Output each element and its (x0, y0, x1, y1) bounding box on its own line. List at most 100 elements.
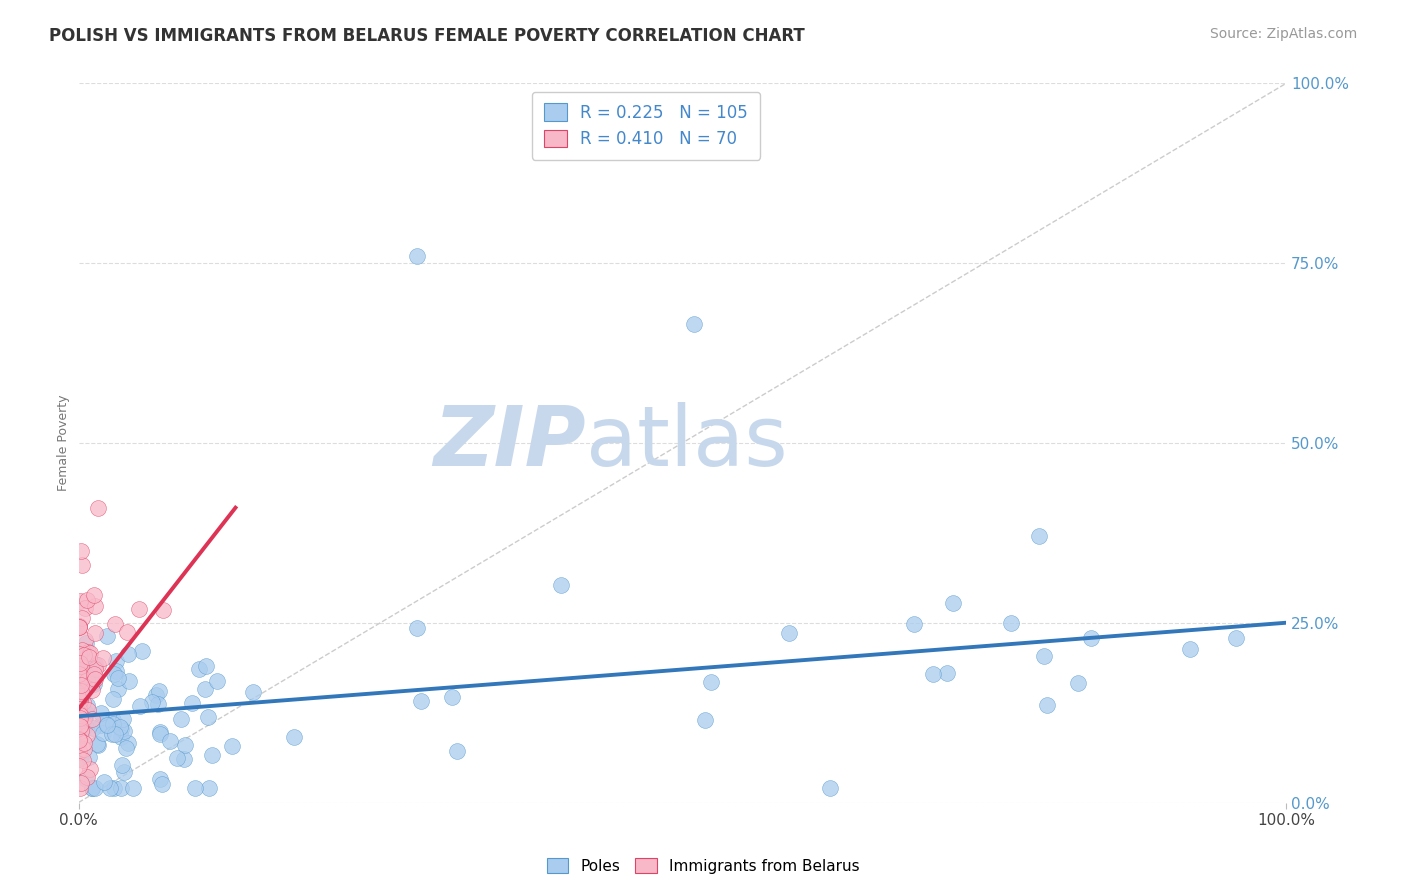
Point (96, 716, 118, 731)
Point (105, 664, 128, 678)
Point (73, 601, 96, 615)
Point (406, 621, 429, 635)
Point (73, 651, 96, 665)
Point (112, 723, 135, 738)
Point (148, 684, 170, 698)
Point (72, 648, 94, 662)
Point (112, 765, 135, 780)
Legend: R = 0.225   N = 105, R = 0.410   N = 70: R = 0.225 N = 105, R = 0.410 N = 70 (531, 92, 759, 160)
Point (82, 675, 104, 690)
Point (1067, 676, 1090, 690)
Point (79, 762, 101, 776)
Point (70, 729, 93, 743)
Point (83, 662, 105, 676)
Point (76, 703, 98, 717)
Point (67, 743, 90, 757)
Point (110, 722, 132, 736)
Point (80, 781, 103, 796)
Point (90, 706, 112, 720)
Point (550, 578, 572, 592)
Point (84, 658, 107, 673)
Point (91, 726, 114, 740)
Point (128, 699, 150, 714)
Point (67, 619, 90, 633)
Point (73, 719, 96, 733)
Point (82, 781, 104, 796)
Point (936, 666, 959, 681)
Point (72, 668, 94, 682)
Point (111, 712, 134, 726)
Point (104, 726, 127, 740)
Point (73, 716, 96, 731)
Point (283, 730, 305, 744)
Point (72, 753, 94, 767)
Point (194, 659, 217, 673)
Point (69, 694, 91, 708)
Point (683, 318, 706, 332)
Point (77, 650, 100, 665)
Point (1225, 631, 1247, 645)
Text: atlas: atlas (586, 402, 787, 483)
Legend: Poles, Immigrants from Belarus: Poles, Immigrants from Belarus (540, 852, 866, 880)
Point (87, 739, 110, 753)
Point (75, 772, 97, 786)
Point (159, 734, 181, 748)
Point (72, 695, 94, 709)
Point (141, 695, 163, 709)
Point (70, 643, 93, 657)
Point (69, 751, 91, 765)
Point (411, 694, 433, 708)
Point (942, 595, 965, 609)
Point (75, 706, 97, 720)
Point (166, 751, 188, 765)
Point (82, 712, 104, 726)
Text: Source: ZipAtlas.com: Source: ZipAtlas.com (1209, 27, 1357, 41)
Point (146, 698, 169, 712)
Point (188, 662, 211, 676)
Point (67, 706, 90, 720)
Point (107, 671, 129, 685)
Point (105, 654, 128, 668)
Point (117, 647, 139, 661)
Y-axis label: Female Poverty: Female Poverty (58, 395, 70, 491)
Point (101, 716, 124, 731)
Point (1080, 631, 1102, 645)
Point (173, 738, 195, 752)
Point (96, 629, 118, 643)
Point (67, 745, 90, 759)
Point (107, 682, 129, 697)
Point (70, 544, 93, 558)
Point (778, 625, 800, 640)
Point (76, 770, 98, 784)
Point (76, 673, 98, 687)
Point (221, 739, 243, 753)
Point (700, 675, 723, 690)
Point (73, 742, 96, 756)
Point (83, 676, 105, 690)
Point (84, 672, 107, 686)
Point (104, 617, 127, 632)
Point (69, 719, 91, 733)
Text: ZIP: ZIP (433, 402, 586, 483)
Point (73, 711, 96, 725)
Point (103, 781, 125, 796)
Point (83, 588, 105, 602)
Point (180, 697, 202, 711)
Point (1033, 649, 1056, 664)
Point (67, 657, 90, 672)
Point (184, 781, 207, 796)
Point (93, 775, 115, 789)
Point (197, 709, 219, 723)
Point (73, 736, 96, 750)
Point (75, 674, 97, 689)
Point (86, 737, 108, 751)
Point (115, 740, 138, 755)
Point (67, 648, 90, 662)
Point (67, 620, 90, 634)
Point (67, 759, 90, 773)
Point (1180, 641, 1202, 656)
Point (101, 727, 124, 741)
Point (173, 752, 195, 766)
Point (67, 667, 90, 681)
Point (76, 728, 98, 742)
